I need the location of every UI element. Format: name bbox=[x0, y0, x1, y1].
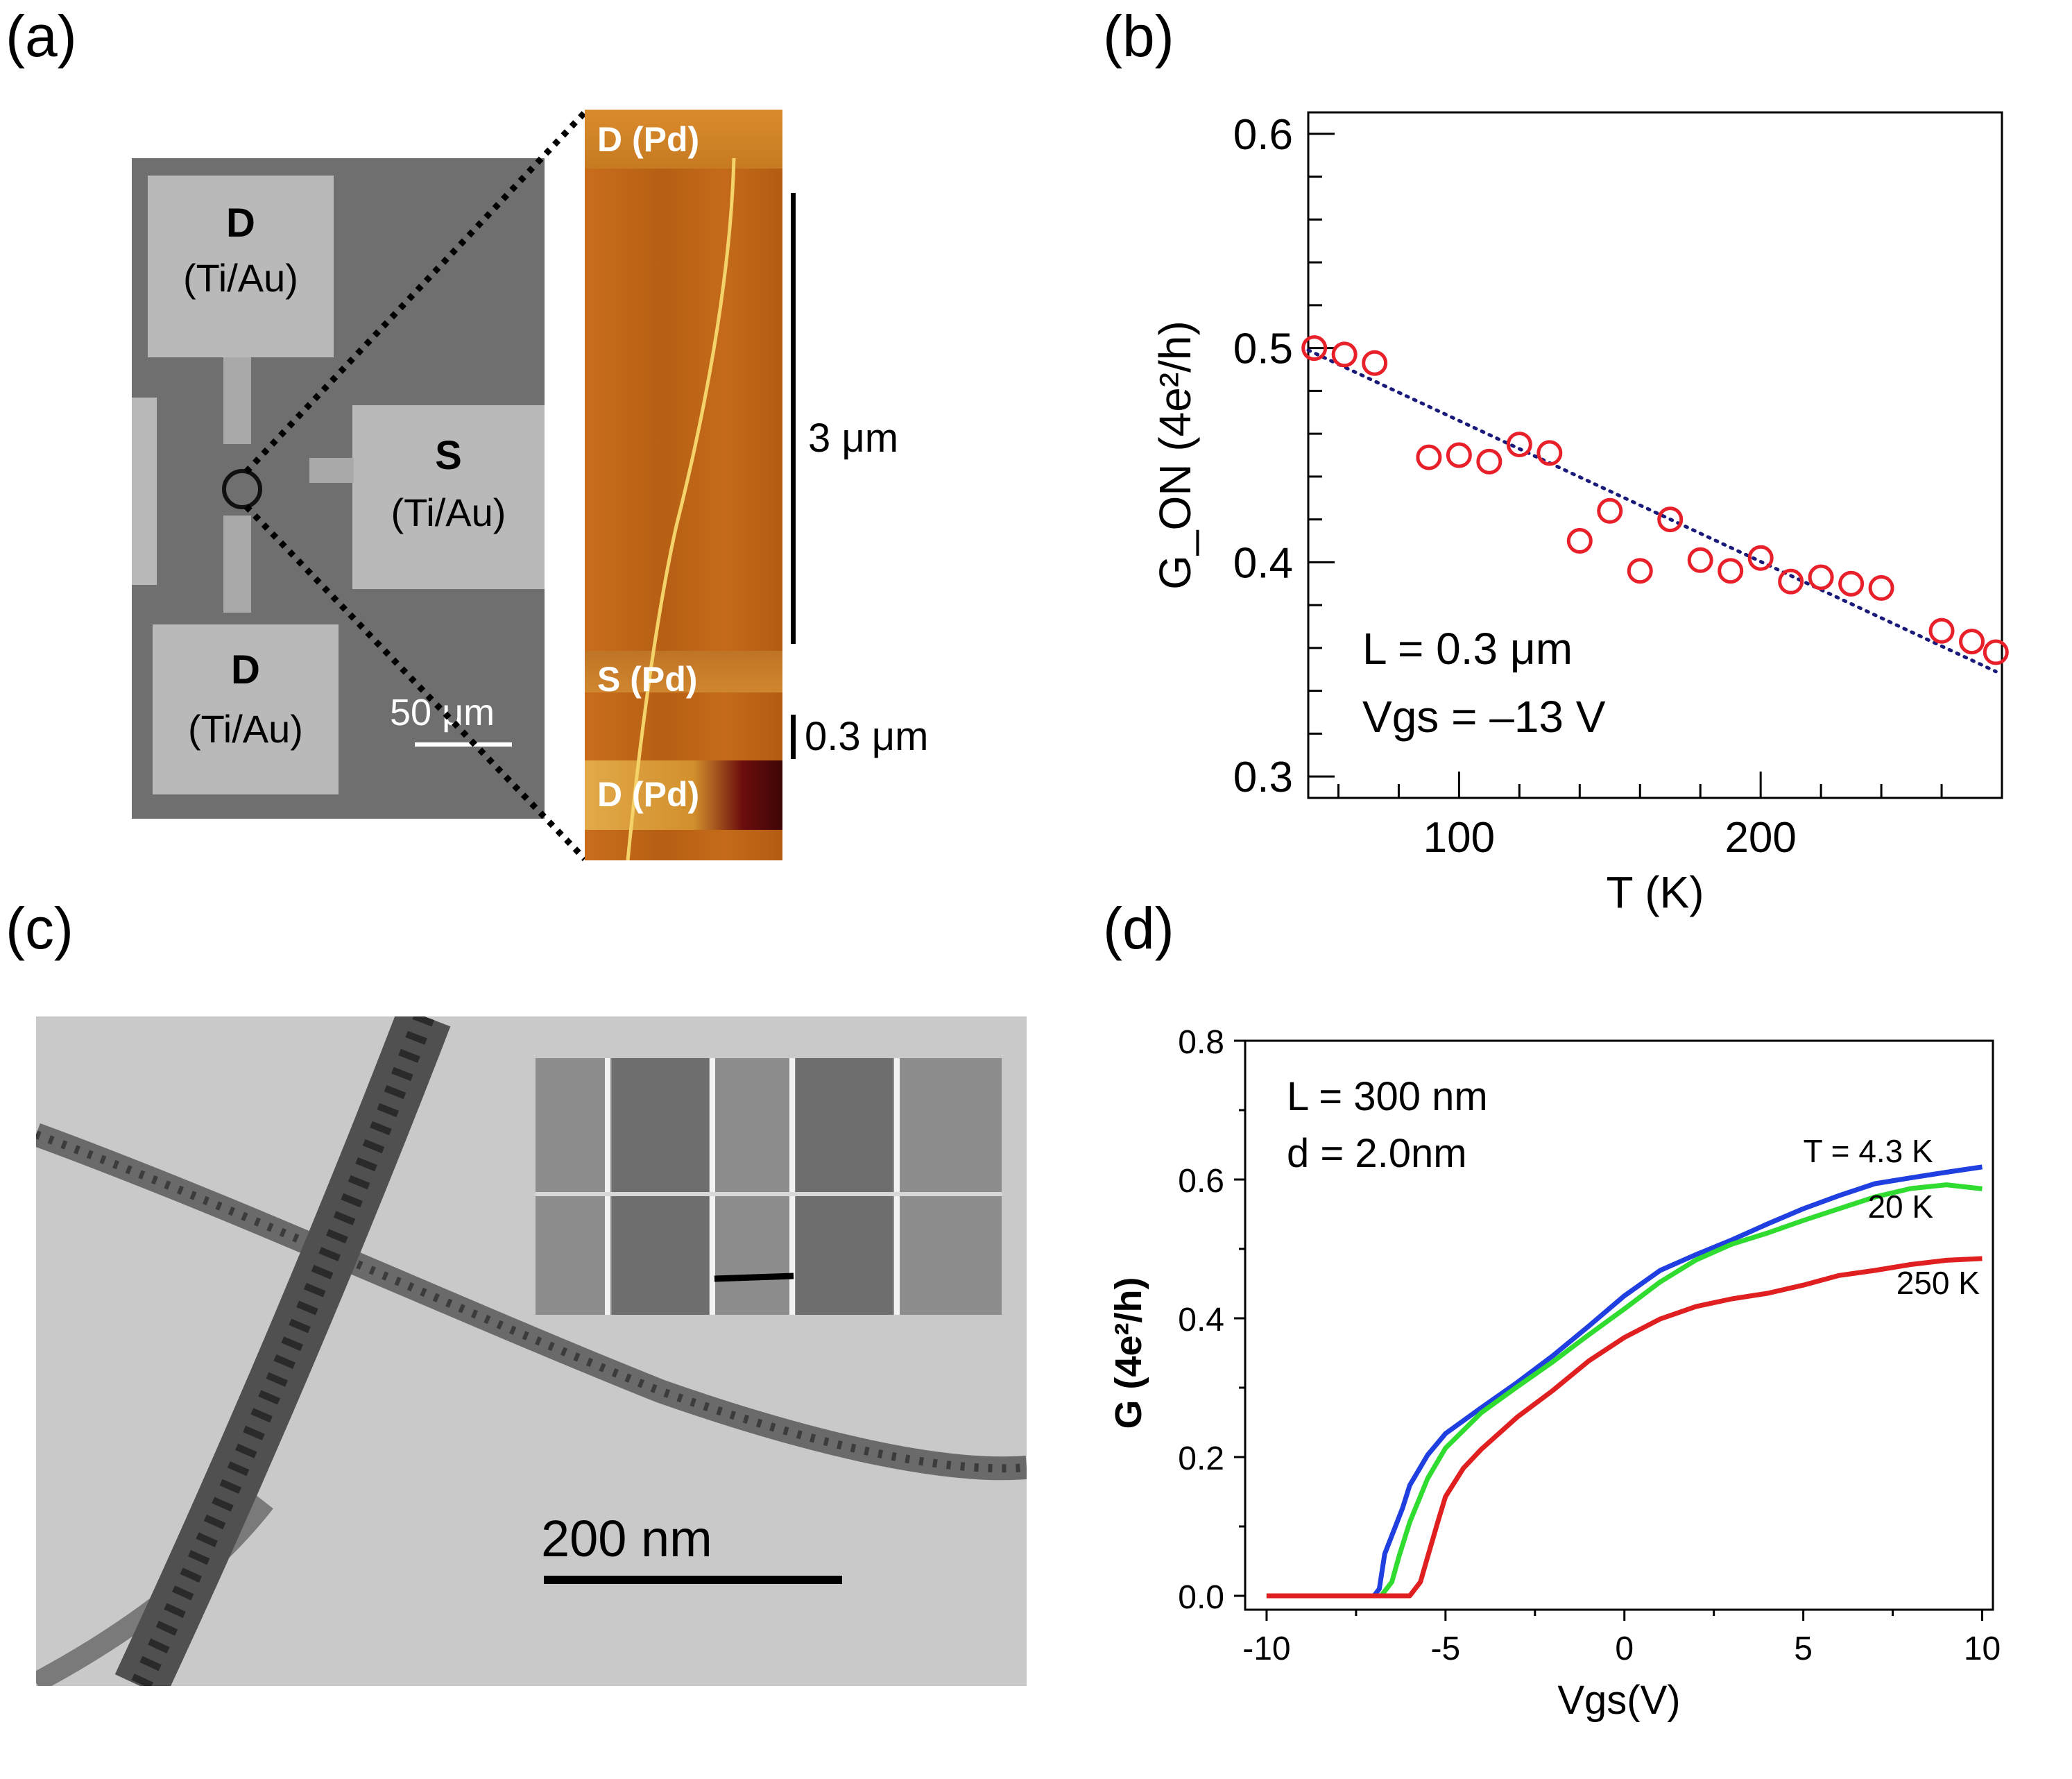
y-tick-label: 0.6 bbox=[1233, 111, 1293, 159]
data-point bbox=[1476, 448, 1502, 475]
afm-electrode-middle bbox=[585, 651, 782, 692]
tem-nanotubes bbox=[36, 1016, 1027, 1686]
afm-middle-electrode-label: S (Pd) bbox=[597, 660, 698, 699]
panel-label-d: (d) bbox=[1103, 896, 1174, 961]
data-point bbox=[1868, 574, 1894, 601]
x-tick-label: -10 bbox=[1242, 1631, 1290, 1667]
data-point bbox=[1331, 341, 1358, 368]
data-point bbox=[1808, 564, 1834, 590]
pad-drain-top bbox=[148, 176, 334, 357]
sem-device-image: D (Ti/Au) S (Ti/Au) D (Ti/Au) 50 μm bbox=[132, 158, 545, 819]
data-point bbox=[1446, 442, 1472, 468]
x-tick-label: -5 bbox=[1430, 1631, 1460, 1667]
pad-drain-bottom bbox=[153, 624, 339, 794]
afm-scale-bar-short bbox=[791, 715, 796, 759]
pad-top-name: D bbox=[226, 201, 255, 246]
lead-top bbox=[223, 357, 251, 444]
tem-inset-image bbox=[536, 1058, 1002, 1315]
series-line bbox=[1266, 1164, 1983, 1599]
y-tick-label: 0.2 bbox=[1178, 1440, 1224, 1477]
afm-scale-bar-long bbox=[791, 193, 796, 644]
tem-scale-label: 200 nm bbox=[541, 1510, 712, 1567]
data-point bbox=[1627, 558, 1653, 584]
lead-bottom bbox=[223, 516, 251, 613]
device-circle-marker bbox=[222, 469, 262, 509]
chart-b: 0.3 0.4 0.5 0.6 100 200 T (K) G_ON (4e²/h) L = 0… bbox=[1150, 111, 2009, 917]
fit-line bbox=[1306, 348, 1998, 674]
x-tick-label: 0 bbox=[1615, 1631, 1634, 1667]
chart-d: 0.0 0.2 0.4 0.6 0.8 -10 -5 0 5 10 T = 4.3 K 20 K 250… bbox=[1108, 1024, 2001, 1723]
afm-scale-short-label: 0.3 μm bbox=[805, 714, 929, 759]
y-tick-label: 0.6 bbox=[1178, 1163, 1224, 1200]
data-point bbox=[1747, 545, 1774, 571]
data-point bbox=[1416, 444, 1442, 470]
tem-image: 200 nm bbox=[36, 1016, 1027, 1686]
pad-right-material: (Ti/Au) bbox=[391, 491, 506, 534]
afm-scale-long-label: 3 μm bbox=[808, 416, 899, 461]
series-label-20K: 20 K bbox=[1867, 1189, 1933, 1225]
x-tick-label: 200 bbox=[1724, 814, 1796, 862]
panel-label-a: (a) bbox=[6, 3, 77, 69]
x-axis-label: Vgs(V) bbox=[1557, 1678, 1680, 1723]
pad-top-material: (Ti/Au) bbox=[183, 256, 298, 300]
series-label-4-3K: T = 4.3 K bbox=[1804, 1133, 1933, 1169]
zoom-line-bottom bbox=[243, 504, 588, 862]
x-tick-label: 5 bbox=[1794, 1631, 1813, 1667]
panel-label-b: (b) bbox=[1103, 3, 1174, 69]
annotation-gate-voltage: Vgs = –13 V bbox=[1362, 692, 1606, 742]
y-tick-label: 0.3 bbox=[1233, 754, 1293, 801]
pad-right-name: S bbox=[435, 433, 462, 478]
data-point bbox=[1566, 528, 1593, 554]
afm-top-electrode-label: D (Pd) bbox=[597, 120, 700, 159]
data-point bbox=[1597, 497, 1623, 524]
data-point bbox=[1657, 507, 1684, 533]
y-tick-label: 0.5 bbox=[1233, 325, 1293, 373]
x-axis-label: T (K) bbox=[1606, 867, 1704, 917]
sem-scale-label: 50 μm bbox=[390, 692, 495, 733]
panel-label-c: (c) bbox=[6, 896, 74, 961]
afm-image: D (Pd) S (Pd) D (Pd) bbox=[585, 110, 782, 860]
zoom-line-top bbox=[243, 110, 588, 475]
data-point bbox=[1983, 639, 2009, 665]
y-axis-label: G_ON (4e²/h) bbox=[1150, 321, 1200, 590]
annotation-length: L = 300 nm bbox=[1287, 1074, 1488, 1119]
data-point bbox=[1959, 629, 1985, 655]
pad-source-right bbox=[352, 405, 545, 589]
series-label-250K: 250 K bbox=[1897, 1265, 1980, 1301]
annotation-length: L = 0.3 μm bbox=[1362, 624, 1573, 674]
afm-electrode-top bbox=[585, 110, 782, 169]
afm-nanotube bbox=[626, 158, 736, 860]
y-tick-label: 0.0 bbox=[1178, 1579, 1224, 1616]
tem-scale-bar bbox=[544, 1576, 842, 1584]
x-tick-label: 10 bbox=[1964, 1631, 2001, 1667]
afm-electrode-bottom bbox=[585, 760, 782, 830]
series-line bbox=[1266, 1182, 1983, 1599]
sem-scale-bar bbox=[415, 742, 512, 747]
lead-right bbox=[309, 458, 354, 483]
data-point bbox=[1506, 432, 1532, 458]
pad-left-edge bbox=[132, 398, 157, 585]
pad-bottom-name: D bbox=[231, 647, 260, 692]
x-tick-label: 100 bbox=[1423, 814, 1495, 862]
plot-frame bbox=[1244, 1039, 1994, 1611]
data-point bbox=[1838, 570, 1865, 597]
annotation-diameter: d = 2.0nm bbox=[1287, 1131, 1467, 1176]
data-point bbox=[1778, 568, 1804, 595]
y-tick-label: 0.8 bbox=[1178, 1024, 1224, 1061]
y-axis-label: G (4e²/h) bbox=[1108, 1277, 1149, 1429]
tem-inset-electrodes bbox=[536, 1058, 1002, 1315]
y-tick-label: 0.4 bbox=[1233, 539, 1293, 587]
data-point bbox=[1301, 335, 1328, 361]
plot-frame bbox=[1307, 111, 2003, 799]
afm-bottom-electrode-label: D (Pd) bbox=[597, 775, 700, 814]
data-point bbox=[1687, 547, 1713, 573]
data-point bbox=[1928, 618, 1955, 644]
data-point bbox=[1718, 558, 1744, 584]
data-point bbox=[1362, 350, 1388, 376]
pad-bottom-material: (Ti/Au) bbox=[188, 707, 303, 751]
y-tick-label: 0.4 bbox=[1178, 1302, 1224, 1338]
data-point bbox=[1536, 440, 1563, 466]
series-line bbox=[1266, 1256, 1983, 1599]
